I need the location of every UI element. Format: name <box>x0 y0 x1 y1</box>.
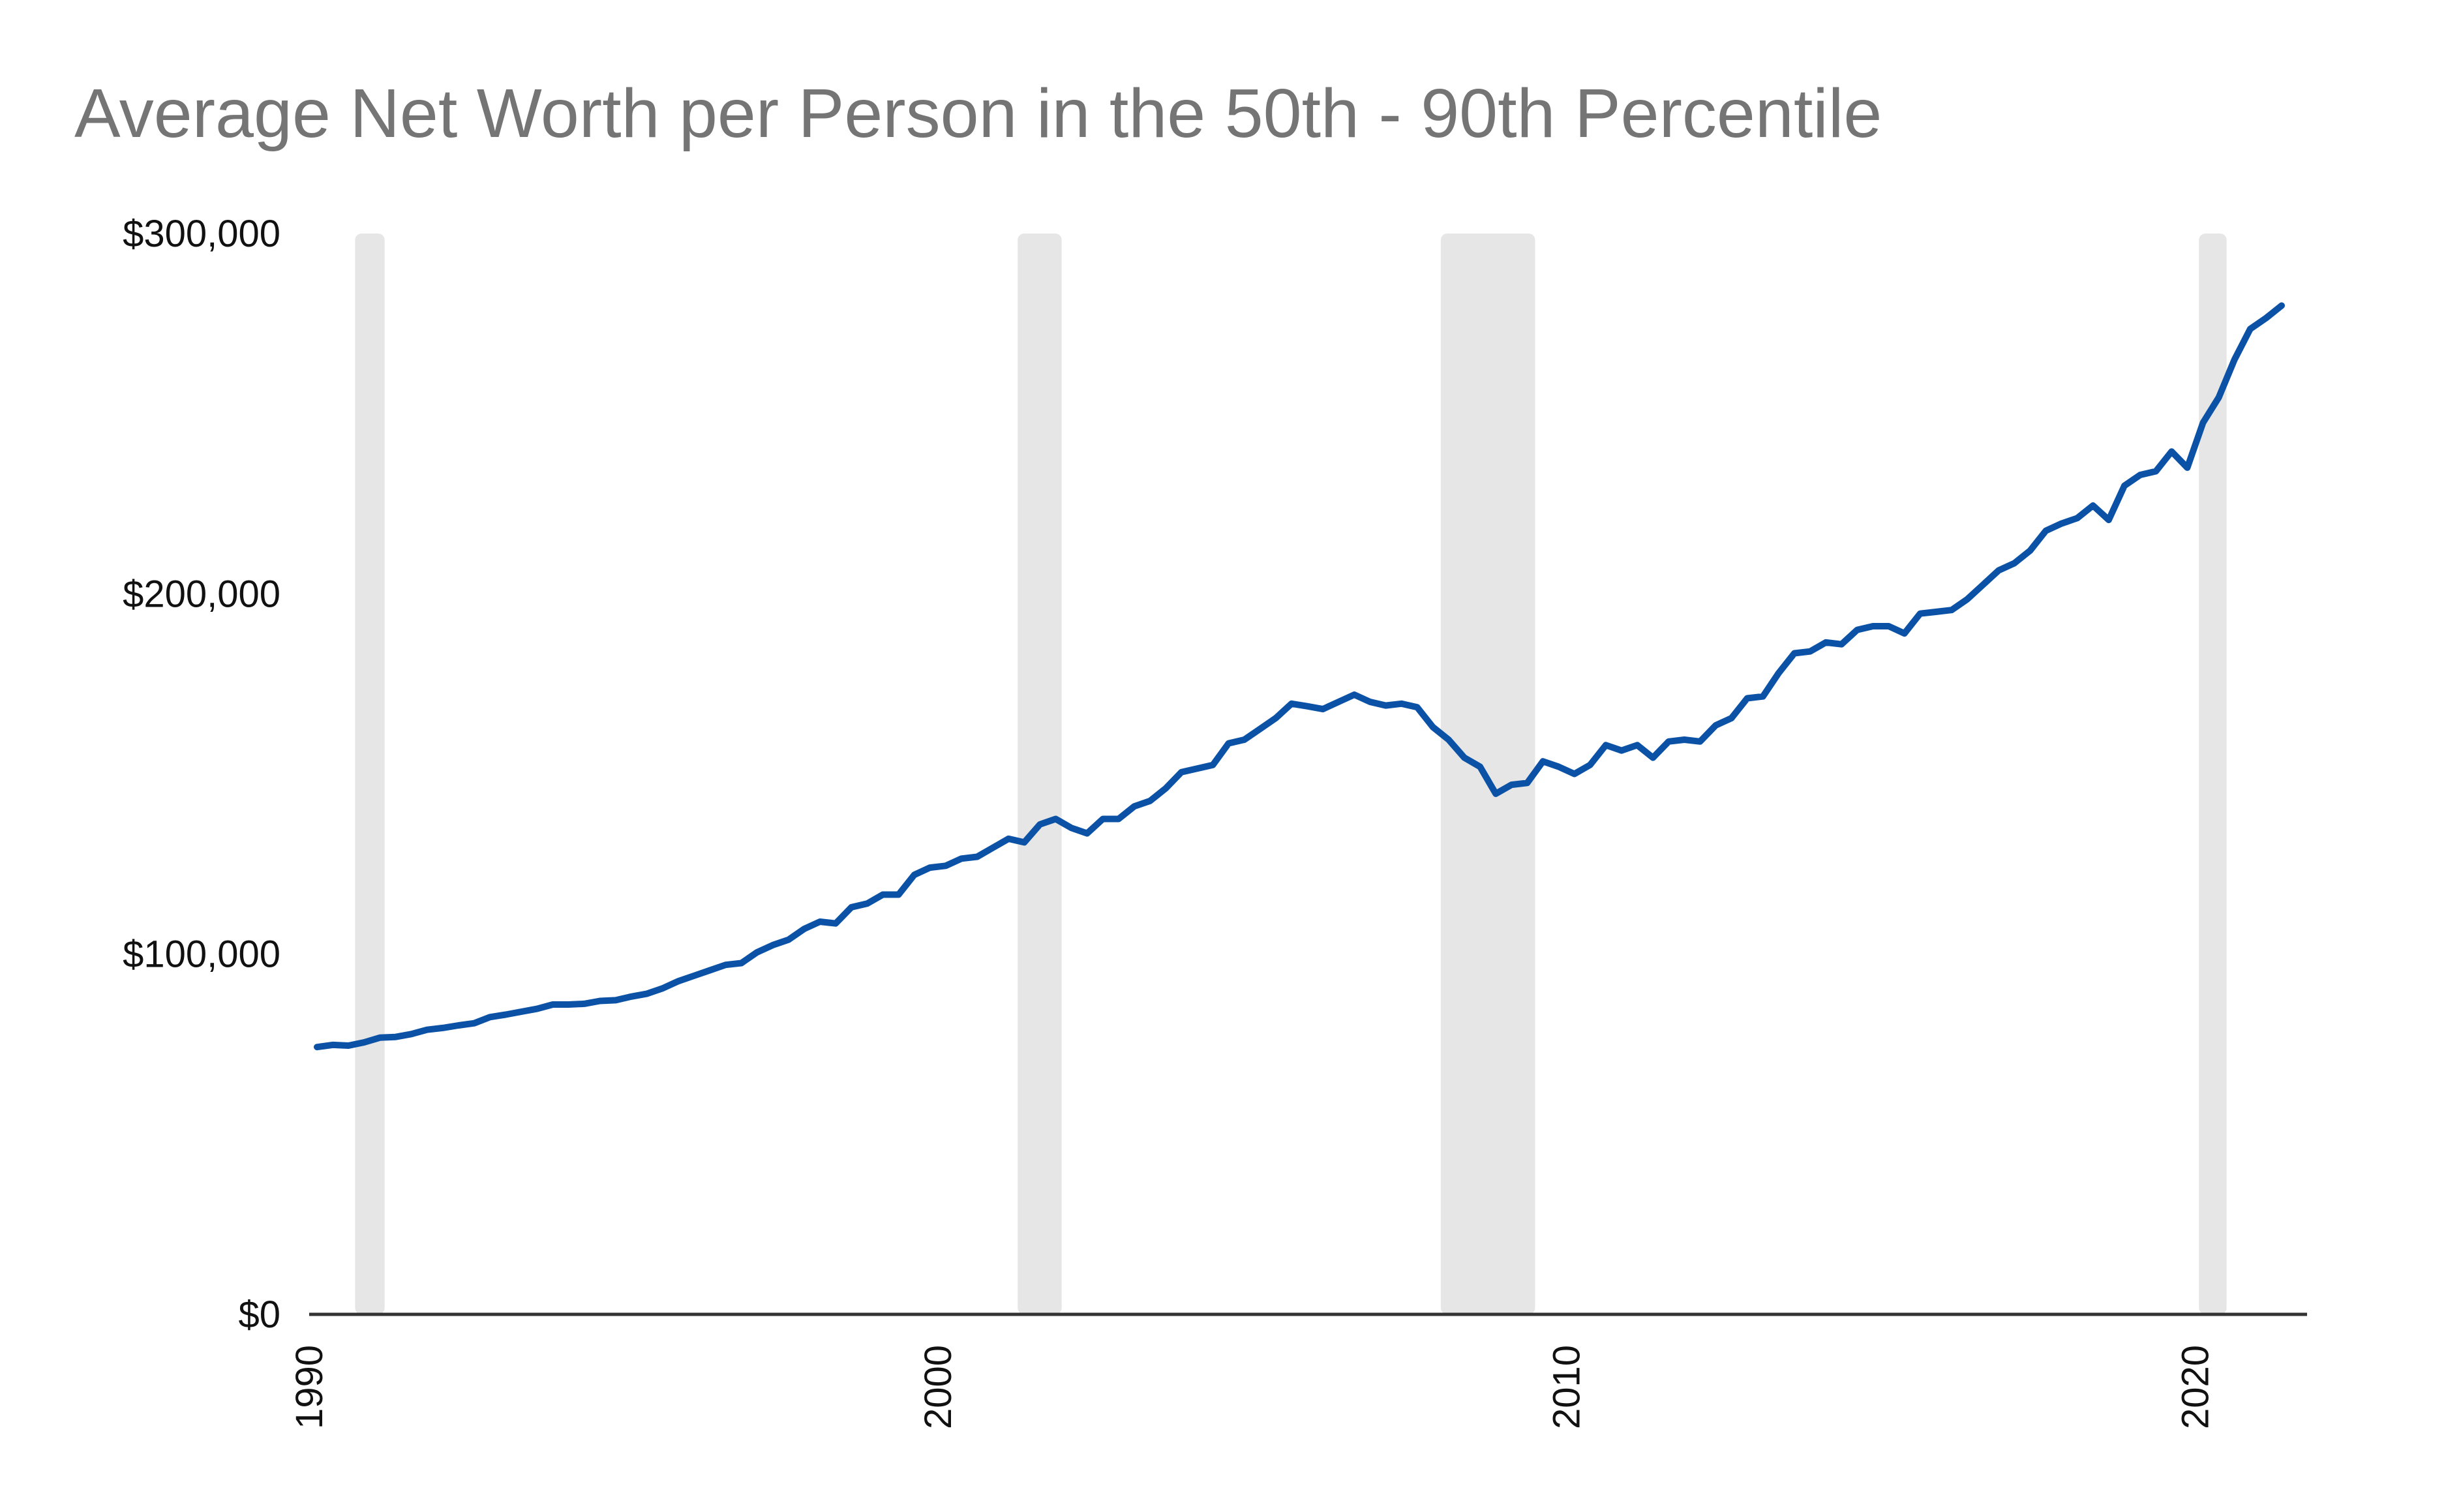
x-tick-label: 1990 <box>288 1345 331 1429</box>
recession-band <box>1018 234 1062 1314</box>
y-tick-label: $200,000 <box>123 573 280 615</box>
y-tick-label: $100,000 <box>123 933 280 976</box>
y-tick-label: $300,000 <box>123 213 280 255</box>
x-tick-label: 2020 <box>2174 1345 2216 1429</box>
recession-band <box>355 234 385 1314</box>
x-tick-label: 2010 <box>1546 1345 1588 1429</box>
y-tick-label: $0 <box>238 1293 280 1336</box>
data-line <box>314 302 2285 1051</box>
x-tick-label: 2000 <box>917 1345 959 1429</box>
recession-band <box>2199 234 2227 1314</box>
chart-title: Average Net Worth per Person in the 50th… <box>74 75 1882 152</box>
